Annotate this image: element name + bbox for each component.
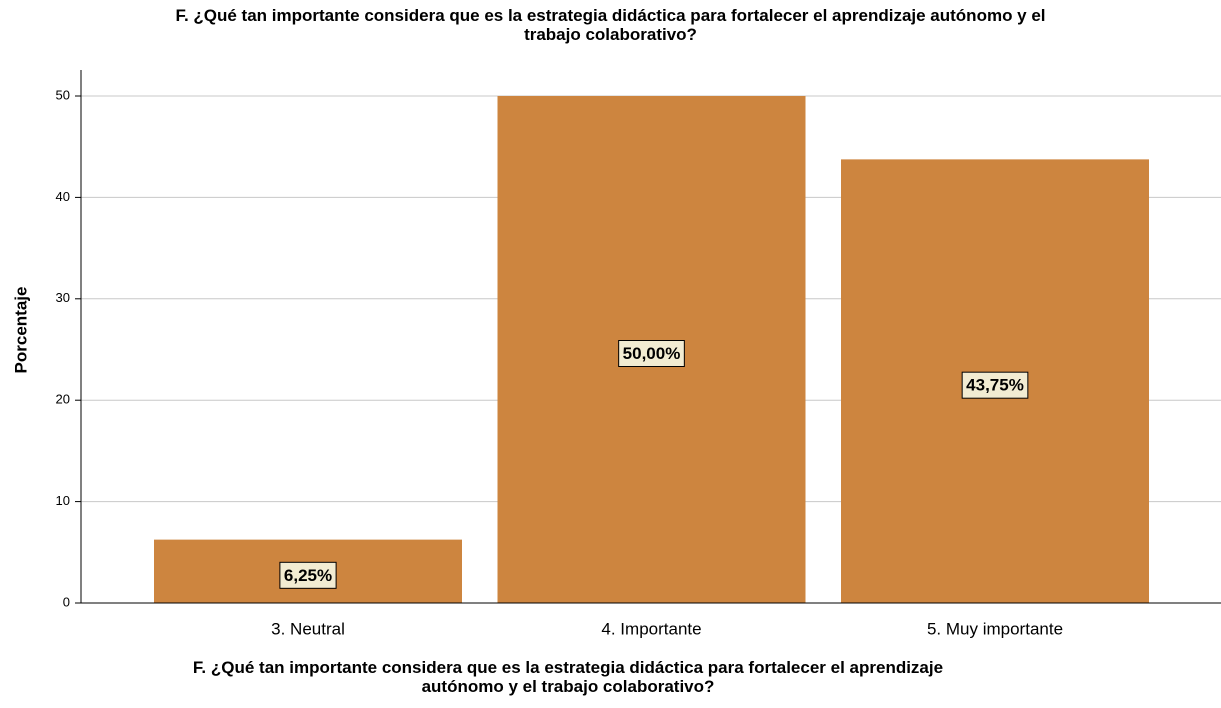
value-label-box [279, 561, 337, 589]
y-tick-label: 10 [56, 493, 70, 508]
x-tick-label: 5. Muy importante [927, 619, 1063, 638]
value-label-box [618, 340, 685, 367]
y-tick-label: 30 [56, 290, 70, 305]
x-tick-label: 4. Importante [601, 619, 701, 638]
value-label: 6,25% [284, 566, 332, 585]
x-tick-label: 3. Neutral [271, 619, 345, 638]
value-label: 50,00% [623, 344, 681, 363]
value-label: 43,75% [966, 376, 1024, 395]
x-axis-title: F. ¿Qué tan importante considera que es … [192, 658, 944, 696]
y-tick-label: 20 [56, 392, 70, 407]
value-label-box [961, 371, 1029, 399]
chart: Porcentaje 0 10 20 30 40 50 3. Neutral 4. Impor… [11, 70, 1221, 638]
y-axis-title: Porcentaje [11, 287, 30, 374]
chart-title: F. ¿Qué tan importante considera que es … [175, 6, 1046, 44]
y-tick-label: 40 [56, 189, 70, 204]
y-tick-label: 50 [56, 87, 70, 102]
y-tick-label: 0 [63, 594, 70, 609]
